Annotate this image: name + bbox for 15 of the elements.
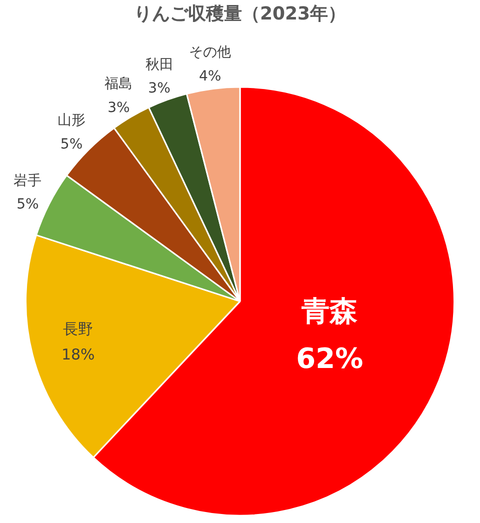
data-label: 18% (61, 346, 95, 364)
slice-label: 秋田 (145, 56, 174, 73)
data-label: 5% (16, 196, 39, 213)
chart-title: りんご収穫量（2023年） (134, 3, 346, 24)
slice-label: 岩手 (14, 172, 42, 189)
slice-label: その他 (189, 44, 232, 61)
data-label: 3% (108, 100, 130, 116)
slice-label: 福島 (104, 76, 133, 92)
slice-label: 長野 (63, 320, 94, 338)
data-label: 5% (60, 136, 83, 152)
data-label: 62% (296, 342, 364, 375)
data-label: 3% (148, 80, 170, 97)
slice-label: 山形 (58, 112, 86, 129)
data-label: 4% (199, 68, 222, 84)
slice-label: 青森 (300, 294, 358, 328)
